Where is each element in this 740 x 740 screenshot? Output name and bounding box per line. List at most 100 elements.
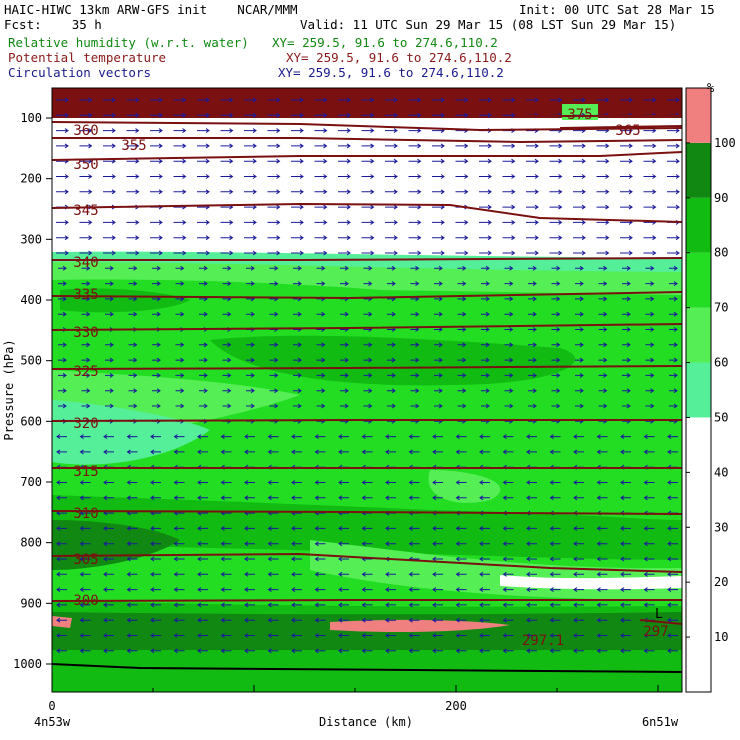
wind-vector	[269, 357, 279, 363]
wind-vector	[152, 357, 161, 363]
wind-vector	[596, 174, 610, 179]
wind-vector	[410, 357, 420, 363]
wind-vector	[103, 617, 114, 623]
wind-vector	[432, 174, 445, 179]
wind-vector	[363, 342, 373, 348]
wind-vector	[645, 388, 655, 394]
wind-vector	[244, 235, 257, 241]
y-tick-label: 500	[20, 354, 42, 368]
wind-vector	[504, 388, 514, 394]
wind-vector	[432, 495, 443, 501]
wind-vector	[387, 357, 396, 363]
wind-vector	[457, 265, 467, 271]
wind-vector	[58, 265, 67, 271]
wind-vector	[502, 112, 516, 118]
wind-vector	[596, 204, 610, 210]
wind-vector	[575, 296, 584, 302]
wind-vector	[361, 434, 373, 440]
wind-vector	[244, 128, 257, 134]
wind-vector	[126, 219, 140, 225]
colorbar-tick-label: 10	[714, 630, 728, 644]
wind-vector	[432, 571, 443, 577]
wind-vector	[455, 189, 469, 195]
wind-vector	[526, 250, 539, 256]
wind-vector	[338, 571, 349, 577]
wind-vector	[126, 235, 140, 241]
wind-vector	[338, 587, 349, 593]
wind-vector	[667, 143, 680, 149]
wind-vector	[338, 235, 351, 241]
wind-vector	[408, 633, 420, 638]
wind-vector	[573, 633, 584, 638]
wind-vector	[667, 556, 678, 562]
wind-vector	[620, 541, 631, 547]
wind-vector	[502, 495, 514, 501]
wind-vector	[432, 449, 443, 455]
wind-vector	[643, 633, 655, 638]
wind-vector	[267, 541, 279, 547]
wind-vector	[643, 158, 657, 164]
wind-vector	[267, 112, 281, 118]
wind-vector	[622, 403, 631, 409]
wind-vector	[197, 219, 210, 225]
wind-vector	[79, 495, 91, 501]
wind-vector	[526, 174, 539, 179]
wind-vector	[573, 571, 584, 577]
wind-vector	[432, 250, 445, 256]
wind-vector	[575, 388, 584, 394]
wind-vector	[387, 342, 396, 348]
wind-vector	[56, 128, 69, 134]
wind-vector	[267, 158, 281, 164]
wind-vector	[387, 265, 396, 271]
wind-vector	[575, 311, 584, 317]
wind-vector	[361, 128, 375, 134]
wind-vector	[408, 174, 422, 179]
wind-vector	[361, 189, 375, 195]
wind-vector	[620, 648, 631, 654]
wind-vector	[56, 112, 69, 118]
wind-vector	[314, 633, 326, 638]
wind-vector	[669, 403, 678, 409]
wind-vector	[551, 342, 561, 348]
wind-vector	[220, 602, 232, 608]
wind-vector	[126, 97, 140, 103]
wind-vector	[573, 97, 586, 103]
wind-vector	[455, 617, 467, 623]
wind-vector	[103, 587, 114, 593]
wind-vector	[620, 434, 631, 440]
wind-vector	[58, 357, 67, 363]
wind-vector	[549, 480, 561, 485]
wind-vector	[314, 250, 328, 256]
wind-vector	[551, 403, 561, 409]
wind-vector	[222, 403, 232, 409]
wind-vector	[267, 525, 279, 531]
wind-vector	[573, 158, 586, 164]
wind-vector	[128, 265, 138, 271]
colorbar-tick-label: 50	[714, 410, 728, 424]
theta-contours: 375 365 360 355 350 345 340 335 330 325 320 315 310 3…	[52, 107, 682, 649]
wind-vector	[175, 388, 185, 394]
wind-vector	[573, 219, 586, 225]
wind-vector	[126, 112, 140, 118]
wind-vector	[645, 296, 655, 302]
wind-vector	[526, 480, 537, 485]
wind-vector	[455, 143, 469, 149]
wind-vector	[598, 342, 608, 348]
field-rh-label: Relative humidity (w.r.t. water)	[8, 35, 249, 50]
wind-vector	[291, 525, 302, 531]
wind-vector	[291, 602, 302, 608]
wind-vector	[58, 281, 67, 287]
wind-vector	[314, 158, 328, 164]
wind-vector	[645, 311, 655, 317]
wind-vector	[549, 97, 563, 103]
wind-vector	[197, 587, 208, 593]
wind-vector	[504, 372, 514, 378]
wind-vector	[246, 281, 255, 287]
wind-vector	[150, 525, 161, 531]
wind-vector	[385, 97, 398, 103]
wind-vector	[293, 265, 302, 271]
wind-vector	[549, 174, 563, 179]
wind-vector	[385, 143, 398, 149]
wind-vector	[385, 571, 396, 577]
